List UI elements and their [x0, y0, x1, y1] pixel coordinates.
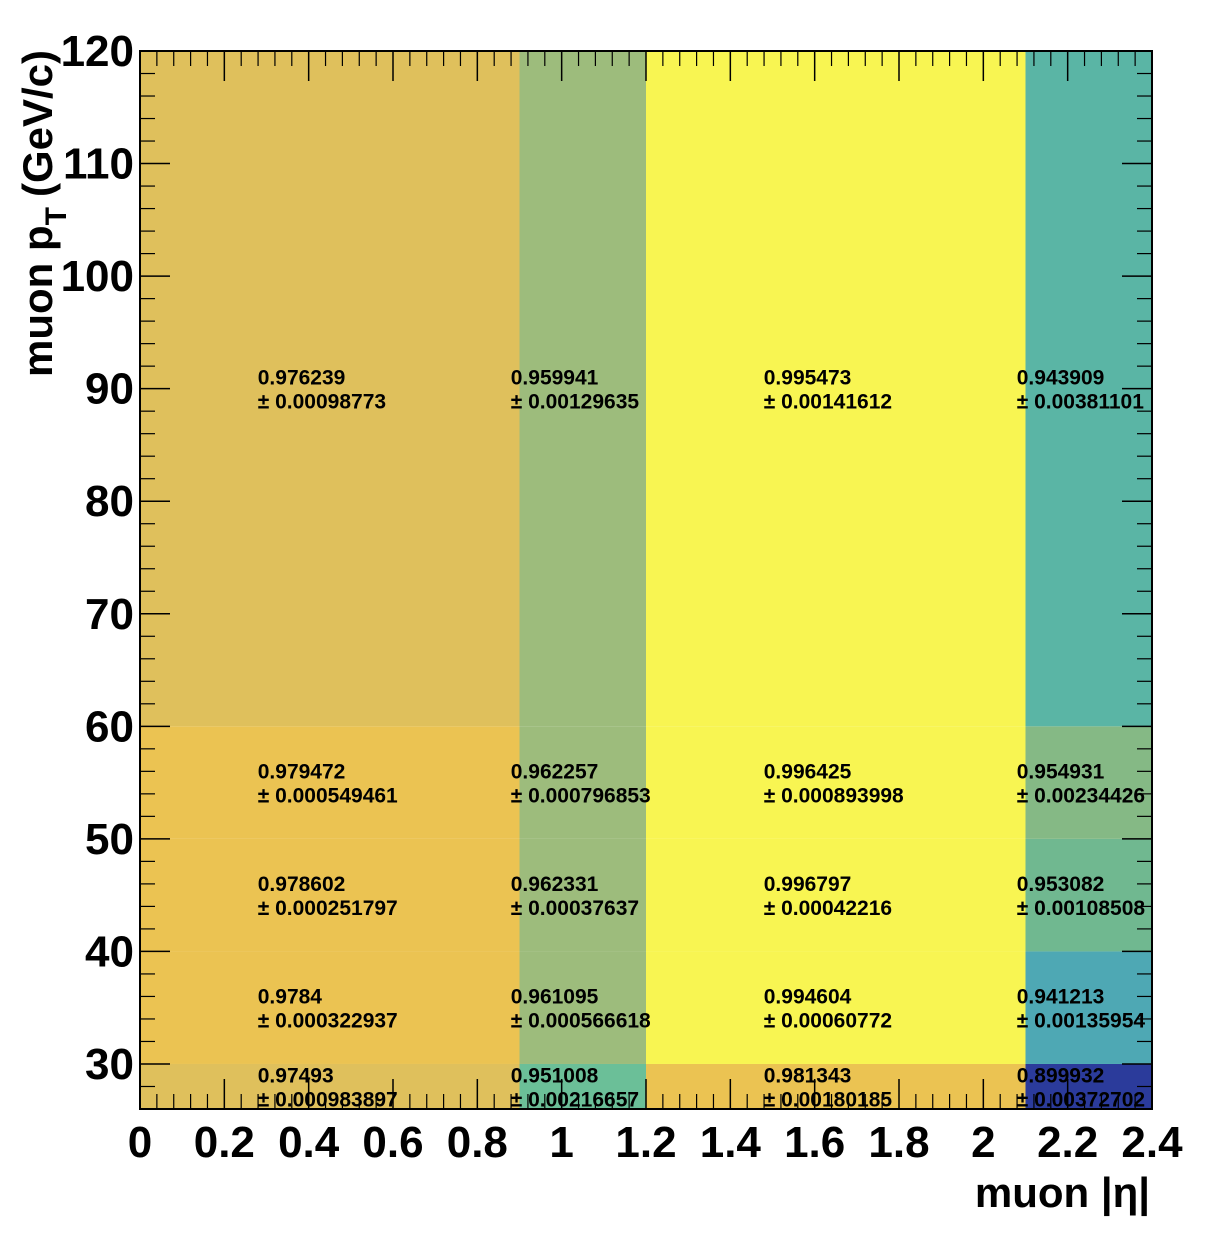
y-tick-label: 80	[85, 477, 134, 526]
x-axis-title: muon |η|	[975, 1169, 1150, 1217]
cell-value-label: 0.9784	[258, 986, 323, 1009]
cell-value-label: 0.97493	[258, 1064, 334, 1087]
cell-error-label: ± 0.00098773	[258, 391, 386, 414]
cell-error-label: ± 0.00108508	[1017, 897, 1146, 920]
cell-value-label: 0.941213	[1017, 986, 1105, 1009]
cell-value-label: 0.962331	[511, 873, 599, 896]
cell-value-label: 0.961095	[511, 986, 599, 1009]
cell-value-label: 0.978602	[258, 873, 346, 896]
x-tick-label: 0.8	[447, 1118, 508, 1167]
y-axis-title-sub: T	[40, 207, 73, 225]
cell-error-label: ± 0.00234426	[1017, 785, 1145, 808]
heatmap-cell	[1025, 1063, 1152, 1109]
cell-error-label: ± 0.00372702	[1017, 1088, 1145, 1111]
heatmap-cell	[140, 726, 520, 839]
heatmap-cell	[646, 838, 1026, 952]
cell-error-label: ± 0.00381101	[1017, 391, 1144, 414]
cell-value-label: 0.994604	[764, 986, 852, 1009]
heatmap-cell	[140, 838, 520, 952]
cell-value-label: 0.976239	[258, 367, 346, 390]
axis-ticks	[139, 50, 1153, 1110]
cell-error-label: ± 0.00042216	[764, 897, 892, 920]
heatmap-cell	[140, 951, 520, 1064]
cell-value-label: 0.979472	[258, 761, 346, 784]
cell-error-label: ± 0.00129635	[511, 391, 640, 414]
cell-error-label: ± 0.000549461	[258, 785, 398, 808]
x-tick-label: 2.4	[1121, 1118, 1183, 1167]
cell-error-label: ± 0.00180185	[764, 1088, 893, 1111]
cell-error-label: ± 0.000566618	[511, 1010, 651, 1033]
cell-value-label: 0.953082	[1017, 873, 1105, 896]
heatmap-cells	[140, 51, 1152, 1109]
x-tick-label: 1.6	[784, 1118, 845, 1167]
x-tick-label: 0.4	[278, 1118, 340, 1167]
y-tick-label: 50	[85, 815, 134, 864]
cell-error-label: ± 0.00135954	[1017, 1010, 1146, 1033]
heatmap-cell	[1025, 951, 1152, 1064]
heatmap-cell	[140, 51, 520, 727]
cell-error-label: ± 0.000796853	[511, 785, 651, 808]
cell-error-label: ± 0.000983897	[258, 1088, 398, 1111]
heatmap-cell	[519, 51, 646, 727]
cell-error-label: ± 0.000893998	[764, 785, 904, 808]
y-tick-label: 30	[85, 1040, 134, 1089]
heatmap-cell	[519, 726, 646, 839]
heatmap-cell	[646, 951, 1026, 1064]
y-tick-label: 90	[85, 365, 134, 414]
cell-labels: 0.97493± 0.000983897 0.951008± 0.00216657…	[258, 367, 1146, 1112]
cell-value-label: 0.995473	[764, 367, 852, 390]
heatmap-cell	[1025, 838, 1152, 952]
cell-value-label: 0.996425	[764, 761, 852, 784]
heatmap-cell	[646, 726, 1026, 839]
tick-labels: 0 0.2 0.4 0.6 0.8 1 1.2 1.4 1.6 1.8 2 2.2 2.4 30 40 50 6…	[61, 27, 1184, 1167]
x-tick-label: 2	[971, 1118, 995, 1167]
cell-value-label: 0.954931	[1017, 761, 1105, 784]
cell-error-label: ± 0.000251797	[258, 897, 398, 920]
y-tick-label: 110	[63, 140, 134, 189]
heatmap-cell	[519, 838, 646, 952]
y-axis-title-unit: (GeV/c)	[14, 50, 61, 197]
y-tick-label: 70	[85, 590, 134, 639]
cell-value-label: 0.951008	[511, 1064, 599, 1087]
cell-error-label: ± 0.00060772	[764, 1010, 892, 1033]
heatmap-cell	[1025, 726, 1152, 839]
x-tick-label: 1.2	[615, 1118, 676, 1167]
y-axis-title: muon pT (GeV/c)	[14, 50, 73, 377]
y-tick-label: 100	[61, 252, 134, 301]
cell-value-label: 0.981343	[764, 1064, 852, 1087]
cell-value-label: 0.899932	[1017, 1064, 1105, 1087]
heatmap-cell	[646, 1063, 1026, 1109]
y-tick-label: 120	[61, 27, 134, 76]
y-tick-label: 60	[85, 702, 134, 751]
heatmap-cell	[140, 1063, 520, 1109]
y-axis-title-main: muon p	[14, 225, 61, 377]
x-tick-label: 0.6	[362, 1118, 423, 1167]
cell-error-label: ± 0.00141612	[764, 391, 892, 414]
x-tick-label: 0	[128, 1118, 152, 1167]
cell-value-label: 0.962257	[511, 761, 599, 784]
cell-error-label: ± 0.00216657	[511, 1088, 639, 1111]
heatmap-cell	[519, 951, 646, 1064]
x-tick-label: 1.8	[868, 1118, 929, 1167]
x-tick-label: 1.4	[700, 1118, 762, 1167]
x-tick-label: 1	[549, 1118, 573, 1167]
x-tick-label: 2.2	[1037, 1118, 1098, 1167]
x-tick-label: 0.2	[194, 1118, 255, 1167]
y-tick-label: 40	[85, 927, 134, 976]
cell-value-label: 0.959941	[511, 367, 599, 390]
heatmap-cell	[519, 1063, 646, 1109]
cell-value-label: 0.996797	[764, 873, 852, 896]
cell-error-label: ± 0.000322937	[258, 1010, 398, 1033]
cell-value-label: 0.943909	[1017, 367, 1105, 390]
cell-error-label: ± 0.00037637	[511, 897, 639, 920]
heatmap-cell	[646, 51, 1026, 727]
